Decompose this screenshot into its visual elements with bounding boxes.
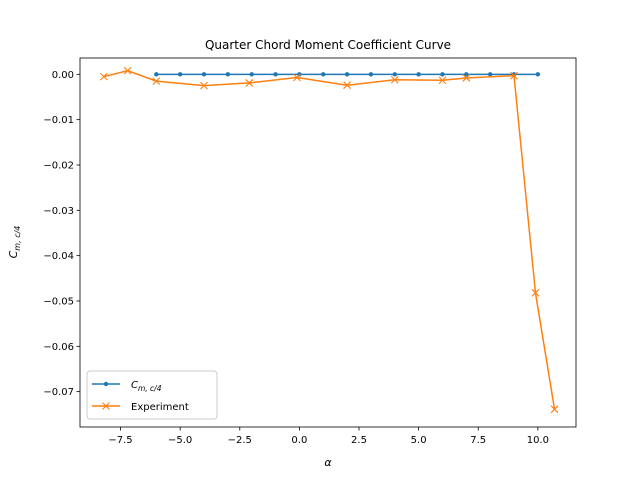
x-tick-label: −7.5 [108,435,132,446]
series-experiment-point-stroke [293,73,301,82]
series-experiment-point-stroke [343,81,351,90]
series-experiment-point-stroke [390,75,399,84]
y-axis-label: Cm, c/4 [7,226,22,259]
series-experiment-point-stroke [200,81,208,90]
legend-item-cm-quarter-chord-label-main: C [131,380,138,391]
series-experiment [99,66,559,414]
y-tick-label: −0.05 [43,296,74,307]
series-cm-quarter-chord-point [535,72,541,77]
x-axis: −7.5 −5.0 −2.5 0.0 2.5 5.0 7.5 10.0 [108,427,549,446]
plot-frame [79,57,577,428]
series-cm-quarter-chord-point [464,72,469,77]
series-experiment-point-stroke [99,72,108,81]
series-cm-quarter-chord-point [440,72,445,77]
x-tick-label: 10.0 [527,435,549,446]
y-tick-label: −0.07 [43,387,74,398]
y-axis-label-main: C [7,250,20,258]
series-cm-quarter-chord-point [392,72,397,77]
series-experiment-point [510,71,518,80]
series-cm-quarter-chord-point [321,72,326,77]
y-tick-label: −0.03 [43,206,74,217]
series-experiment-point-stroke [510,71,518,80]
series-cm-quarter-chord-point [416,72,421,77]
series-cm-quarter-chord-point [368,72,374,77]
x-tick-label: 2.5 [351,435,367,446]
x-tick-label: −2.5 [228,435,252,446]
series-experiment-point [200,81,208,90]
series-experiment-point [531,288,540,297]
series-experiment-point [390,75,399,84]
legend-item-experiment-label: Experiment [131,402,189,413]
legend-items: Cm, c/4 Experiment [92,380,189,413]
legend-item-experiment: Experiment [92,402,189,413]
y-axis: 0.00 −0.01 −0.02 −0.03 −0.04 −0.05 −0.06 −0.07 [43,70,80,398]
series-experiment-point-stroke [438,76,447,85]
series-experiment-point-stroke [531,288,540,297]
series-cm-quarter-chord [154,72,541,77]
legend-item-cm-quarter-chord-label-sub: m, c/4 [138,384,162,393]
legend-item-cm-quarter-chord: Cm, c/4 [92,380,162,393]
series-experiment-point-stroke [245,79,254,87]
series-experiment-point [462,74,471,82]
series-experiment-point [123,66,132,75]
series-cm-quarter-chord-point [344,72,350,77]
series-experiment-point [293,73,301,82]
legend-item-experiment-marker [102,402,110,410]
series-cm-quarter-chord-point [273,72,278,77]
series-experiment-point [99,72,108,81]
y-tick-label: 0.00 [52,70,74,81]
series-experiment-point [550,405,559,414]
series-experiment-point-stroke [462,74,471,82]
series-experiment-point [438,76,447,85]
series-experiment-point [152,77,161,86]
series-cm-quarter-chord-point [177,72,183,77]
series-cm-quarter-chord-point [225,72,231,77]
series-cm-quarter-chord-point [249,72,254,77]
series-experiment-point-stroke [152,77,161,86]
x-axis-label: α [324,456,332,469]
legend-item-cm-quarter-chord-marker [103,381,109,387]
series-cm-quarter-chord-point [487,72,493,77]
series-experiment-point-stroke [550,405,559,414]
legend-item-cm-quarter-chord-label: Cm, c/4 [131,380,162,393]
x-tick-label: 5.0 [411,435,427,446]
x-tick-label: −5.0 [168,435,192,446]
series-cm-quarter-chord-point [154,72,159,77]
legend-item-experiment-marker-stroke [102,402,110,410]
x-tick-label: 7.5 [470,435,486,446]
x-tick-label: 0.0 [291,435,307,446]
series-experiment-point [343,81,351,90]
plot-area [99,66,559,414]
legend-item-experiment-label-main: Experiment [131,402,189,413]
y-tick-label: −0.04 [43,251,74,262]
legend: Cm, c/4 Experiment [86,370,218,420]
series-experiment-point [245,79,254,87]
series-cm-quarter-chord-point [201,72,207,77]
y-axis-label-sub: m, c/4 [13,226,22,251]
legend-frame [86,370,218,420]
series-cm-quarter-chord-point [297,72,302,77]
y-tick-label: −0.01 [43,115,74,126]
y-tick-label: −0.06 [43,342,74,353]
chart-title: Quarter Chord Moment Coefficient Curve [205,38,451,52]
series-experiment-point-stroke [123,66,132,75]
y-tick-label: −0.02 [43,160,74,171]
